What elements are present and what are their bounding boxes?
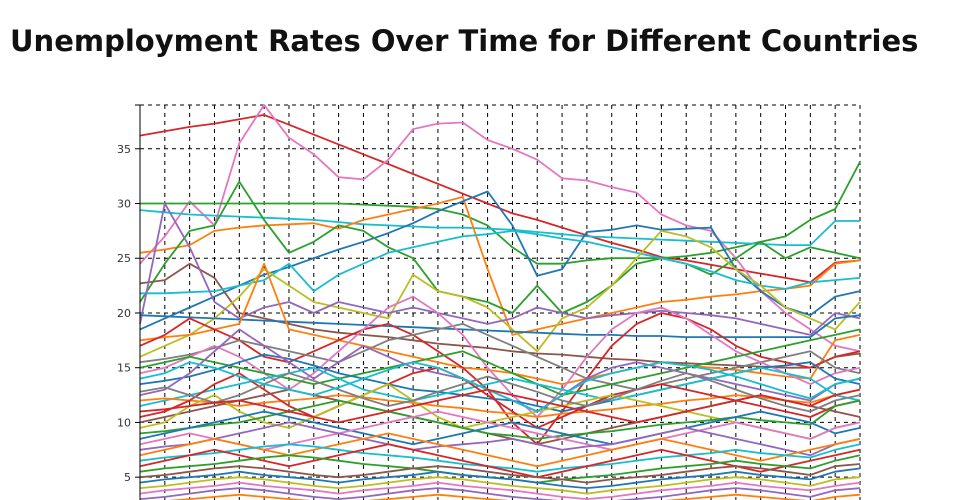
series-line-39 [139, 361, 861, 413]
series-line-11 [139, 314, 861, 339]
series-line-13 [139, 312, 861, 446]
series-line-6 [139, 180, 861, 314]
chart-title: Unemployment Rates Over Time for Differe… [10, 24, 919, 58]
y-tick-label-6: 35 [117, 143, 131, 156]
series-line-0 [139, 114, 861, 284]
series-line-8 [140, 229, 861, 295]
series-line-14 [139, 322, 861, 391]
series-line-32 [139, 463, 861, 484]
series-line-24 [139, 399, 861, 440]
series-line-19 [139, 366, 861, 407]
series-line-10 [139, 202, 861, 336]
series-lines [139, 104, 861, 500]
series-line-5 [139, 190, 861, 331]
series-line-16 [139, 328, 861, 397]
series-line-40 [139, 388, 861, 424]
series-line-4 [139, 195, 861, 336]
series-line-35 [139, 481, 861, 500]
series-line-7 [139, 262, 861, 369]
series-line-27 [139, 421, 861, 457]
series-line-28 [139, 432, 861, 468]
series-line-37 [168, 493, 861, 500]
series-line-12 [139, 262, 861, 386]
series-line-1 [139, 104, 861, 353]
series-line-20 [139, 388, 861, 418]
series-line-3 [139, 209, 860, 247]
y-axis: 5 10 15 20 25 30 35 [117, 104, 141, 500]
y-tick-label-3: 20 [117, 307, 131, 320]
series-line-33 [139, 467, 861, 490]
series-line-36 [139, 487, 861, 500]
series-line-34 [139, 476, 861, 495]
y-tick-label-4: 25 [117, 252, 131, 265]
y-tick-label-1: 10 [117, 416, 131, 429]
series-line-25 [139, 410, 861, 446]
y-tick-label-2: 15 [117, 362, 131, 375]
series-line-38 [139, 372, 861, 413]
grid-lines [139, 104, 861, 500]
series-line-29 [139, 443, 861, 473]
y-tick-label-5: 30 [117, 198, 131, 211]
series-line-2 [140, 161, 861, 265]
y-tick-label-0: 5 [124, 471, 131, 484]
